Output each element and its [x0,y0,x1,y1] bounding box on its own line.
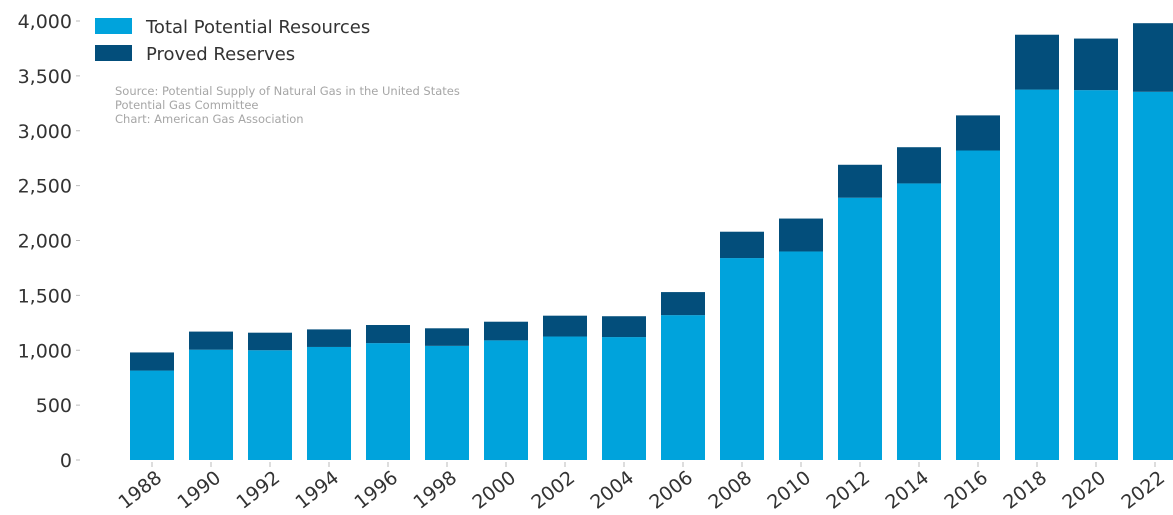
bar-proved-reserves [720,231,764,259]
source-note-line-3: Chart: American Gas Association [115,112,304,126]
y-tick-label: 3,000 [18,121,72,143]
legend-swatch-proved-reserves [95,45,132,61]
bar-proved-reserves [366,325,410,344]
x-tick-label: 2008 [704,467,756,514]
y-tick-label: 2,000 [18,231,72,253]
y-tick-label: 3,500 [18,66,72,88]
bar-proved-reserves [602,316,646,338]
bars [130,23,1173,460]
bar-total-potential-resources [602,337,646,460]
source-notes: Source: Potential Supply of Natural Gas … [115,84,460,126]
y-tick-label: 1,000 [18,340,72,362]
bar-total-potential-resources [779,251,823,460]
bar-total-potential-resources [543,336,587,460]
bar-proved-reserves [956,115,1000,151]
x-tick-label: 1990 [173,467,225,514]
bar-total-potential-resources [1015,89,1059,460]
bar-total-potential-resources [956,150,1000,460]
legend: Total Potential Resources Proved Reserve… [95,17,370,65]
bar-total-potential-resources [1074,90,1118,460]
x-tick-label: 2018 [999,467,1051,514]
bar-total-potential-resources [130,370,174,460]
bar-total-potential-resources [720,258,764,460]
bar-total-potential-resources [897,183,941,460]
bar-proved-reserves [897,147,941,184]
y-tick-label: 4,000 [18,11,72,33]
x-tick-label: 2000 [468,467,520,514]
y-axis: 0 500 1,000 1,500 2,000 2,500 3,000 3,500 4,000 [18,11,80,472]
bar-total-potential-resources [661,315,705,460]
x-tick-label: 2010 [763,467,815,514]
x-tick-label: 1988 [114,467,166,514]
bar-proved-reserves [130,352,174,371]
bar-proved-reserves [543,315,587,337]
x-tick-label: 2004 [586,467,638,514]
x-tick-label: 1998 [409,467,461,514]
bar-total-potential-resources [248,350,292,460]
bar-proved-reserves [425,328,469,346]
bar-proved-reserves [1133,23,1173,92]
y-tick-label: 0 [60,450,72,472]
legend-label-proved-reserves: Proved Reserves [146,44,295,65]
bar-total-potential-resources [189,349,233,460]
x-tick-label: 2002 [527,467,579,514]
x-tick-label: 2016 [940,467,992,514]
x-tick-label: 1992 [232,467,284,514]
bar-proved-reserves [484,321,528,341]
bar-total-potential-resources [838,197,882,460]
bar-proved-reserves [661,292,705,316]
x-tick-label: 2014 [881,467,933,514]
bar-proved-reserves [779,218,823,252]
bar-proved-reserves [838,164,882,198]
bar-proved-reserves [248,332,292,351]
x-tick-label: 2020 [1058,467,1110,514]
bar-proved-reserves [307,329,351,347]
source-note-line-1: Source: Potential Supply of Natural Gas … [115,84,460,98]
x-tick-label: 2012 [822,467,874,514]
y-tick-label: 500 [36,395,72,417]
y-tick-label: 1,500 [18,285,72,307]
x-tick-label: 2022 [1117,467,1169,514]
bar-total-potential-resources [366,343,410,460]
y-tick-label: 2,500 [18,176,72,198]
bar-proved-reserves [1015,34,1059,90]
bar-total-potential-resources [1133,91,1173,460]
source-note-line-2: Potential Gas Committee [115,98,258,112]
bar-total-potential-resources [307,346,351,460]
x-tick-label: 1994 [291,467,343,514]
bar-total-potential-resources [425,345,469,460]
legend-label-total-potential-resources: Total Potential Resources [145,17,370,38]
bar-proved-reserves [189,331,233,350]
x-tick-label: 1996 [350,467,402,514]
bar-proved-reserves [1074,38,1118,91]
legend-swatch-total-potential-resources [95,18,132,34]
bar-total-potential-resources [484,340,528,460]
x-tick-label: 2006 [645,467,697,514]
x-axis: 1988 1990 1992 1994 1996 1998 2000 2002 2004 2006… [114,462,1169,514]
